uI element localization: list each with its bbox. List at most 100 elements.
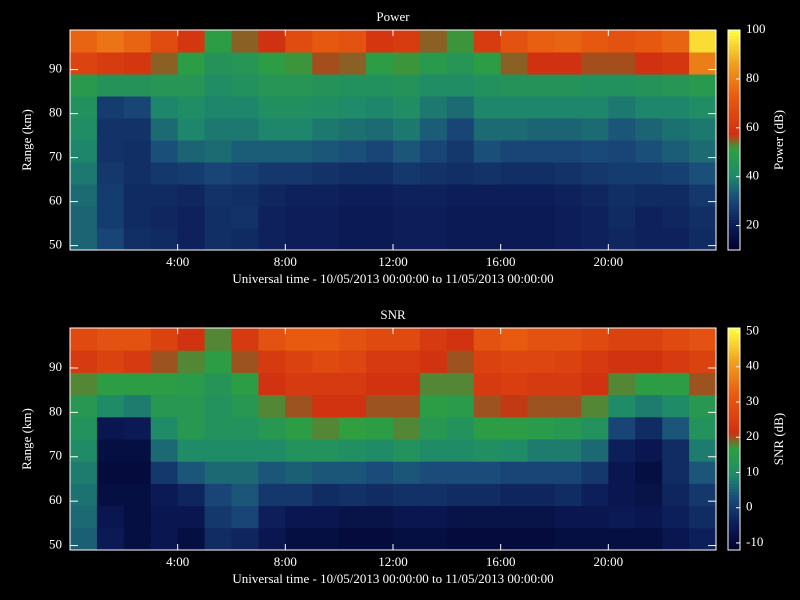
heat-cell	[151, 30, 178, 53]
heat-cell	[393, 228, 420, 251]
heat-cell	[662, 483, 689, 506]
heat-cell	[608, 506, 635, 529]
y-tick-label: 70	[49, 149, 62, 164]
heat-cell	[124, 118, 151, 141]
heat-cell	[97, 328, 124, 351]
heat-cell	[178, 439, 205, 462]
heat-cell	[339, 184, 366, 207]
heat-cell	[339, 206, 366, 229]
heat-cell	[258, 140, 285, 163]
heat-cell	[608, 395, 635, 418]
heat-cell	[232, 461, 259, 484]
heat-cell	[312, 52, 339, 75]
panel-title: Power	[376, 9, 410, 24]
heat-cell	[312, 162, 339, 185]
heat-cell	[70, 184, 97, 207]
heat-cell	[285, 528, 312, 551]
heat-cell	[312, 118, 339, 141]
heat-cell	[124, 30, 151, 53]
heat-cell	[70, 52, 97, 75]
heat-cell	[555, 206, 582, 229]
heat-cell	[151, 372, 178, 395]
heat-cell	[393, 395, 420, 418]
heat-cell	[420, 184, 447, 207]
heat-cell	[285, 206, 312, 229]
heat-cell	[447, 328, 474, 351]
colorbar-label: SNR (dB)	[771, 413, 786, 465]
heat-cell	[420, 74, 447, 97]
heat-cell	[501, 506, 528, 529]
heat-cell	[339, 328, 366, 351]
heat-cell	[662, 162, 689, 185]
heat-cell	[447, 162, 474, 185]
heat-cell	[528, 52, 555, 75]
heat-cell	[474, 184, 501, 207]
heat-cell	[393, 96, 420, 119]
y-tick-label: 90	[49, 359, 62, 374]
heat-cell	[528, 461, 555, 484]
heat-cell	[393, 439, 420, 462]
heat-cell	[97, 528, 124, 551]
heat-cell	[662, 372, 689, 395]
heat-cell	[501, 417, 528, 440]
heat-cell	[635, 439, 662, 462]
heat-cell	[312, 140, 339, 163]
heat-cell	[689, 372, 716, 395]
heat-cell	[312, 395, 339, 418]
heat-cell	[420, 118, 447, 141]
heat-cell	[366, 350, 393, 373]
heat-cell	[178, 228, 205, 251]
heat-cell	[608, 350, 635, 373]
heat-cell	[285, 417, 312, 440]
heat-cell	[339, 461, 366, 484]
heat-cell	[528, 417, 555, 440]
heat-cell	[555, 140, 582, 163]
heat-cell	[635, 30, 662, 53]
heat-cell	[97, 417, 124, 440]
heat-cell	[151, 350, 178, 373]
heat-cell	[151, 328, 178, 351]
heat-cell	[474, 228, 501, 251]
heat-cell	[339, 395, 366, 418]
heat-cell	[258, 74, 285, 97]
heat-cell	[501, 528, 528, 551]
heat-cell	[151, 483, 178, 506]
heat-cell	[124, 228, 151, 251]
heat-cell	[501, 395, 528, 418]
heat-cell	[312, 206, 339, 229]
heat-cell	[151, 96, 178, 119]
y-tick-label: 80	[49, 105, 62, 120]
heat-cell	[151, 206, 178, 229]
heat-cell	[124, 52, 151, 75]
heat-cell	[205, 483, 232, 506]
heat-cell	[339, 96, 366, 119]
heat-cell	[662, 528, 689, 551]
heat-cell	[555, 506, 582, 529]
heat-cell	[608, 52, 635, 75]
colorbar-tick-label: 0	[746, 499, 753, 514]
heat-cell	[447, 228, 474, 251]
heat-cell	[339, 483, 366, 506]
heat-cell	[178, 350, 205, 373]
heat-cell	[178, 483, 205, 506]
heat-cell	[393, 506, 420, 529]
heat-cell	[393, 52, 420, 75]
heat-cell	[124, 372, 151, 395]
colorbar-tick-label: 40	[746, 358, 759, 373]
heat-cell	[555, 461, 582, 484]
heat-cell	[285, 506, 312, 529]
heat-cell	[662, 395, 689, 418]
heat-cell	[555, 184, 582, 207]
heat-cell	[70, 439, 97, 462]
heat-cell	[420, 395, 447, 418]
heat-cell	[205, 184, 232, 207]
heat-cell	[285, 96, 312, 119]
heat-cell	[608, 162, 635, 185]
heat-cell	[608, 461, 635, 484]
heat-cell	[312, 528, 339, 551]
heat-cell	[581, 74, 608, 97]
heat-cell	[420, 228, 447, 251]
heat-cell	[258, 162, 285, 185]
heat-cell	[205, 140, 232, 163]
heat-cell	[258, 395, 285, 418]
